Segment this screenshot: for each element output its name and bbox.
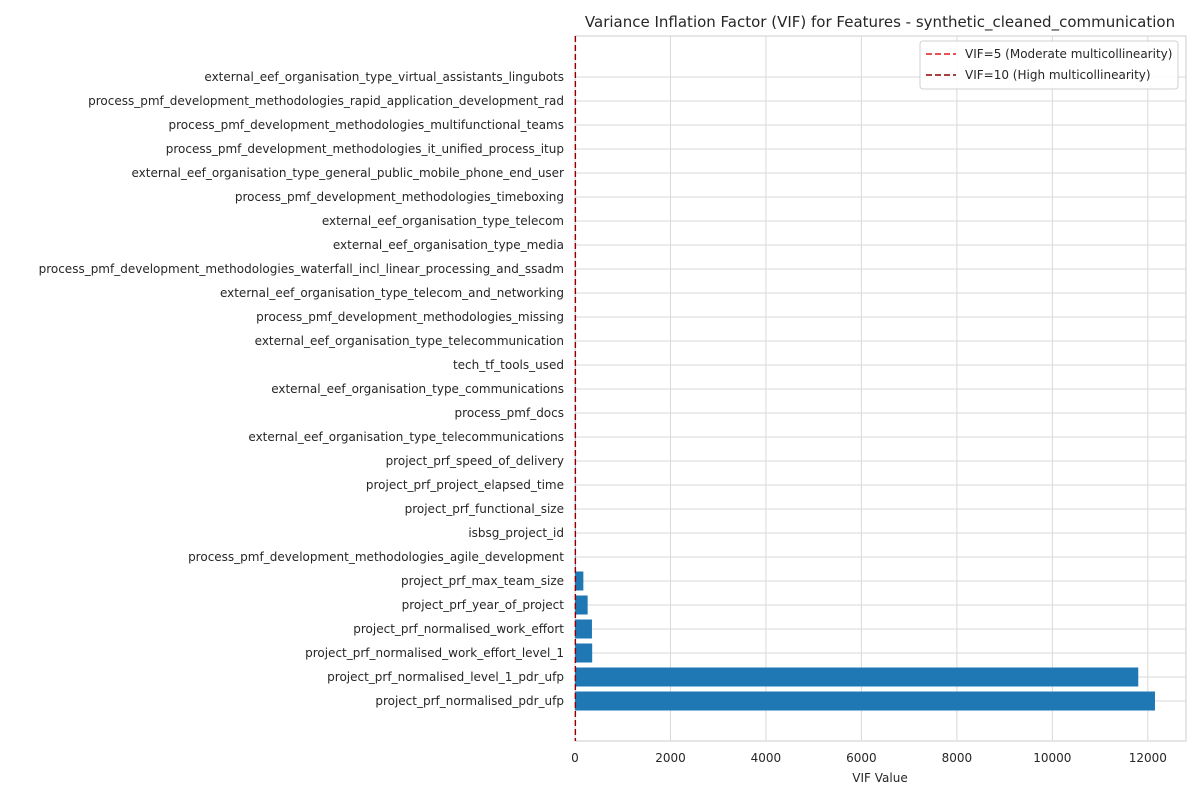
y-tick-label: project_prf_max_team_size (401, 574, 564, 588)
x-tick-labels: 0 2000 4000 6000 8000 10000 12000 (571, 751, 1167, 765)
y-tick-label: project_prf_normalised_pdr_ufp (375, 694, 564, 708)
vif-bar (575, 571, 584, 591)
x-tick-label: 10000 (1033, 751, 1071, 765)
vif-bar (575, 643, 593, 663)
y-tick-label: process_pmf_development_methodologies_wa… (39, 262, 564, 276)
vif-bar (575, 547, 576, 567)
y-tick-label: project_prf_normalised_work_effort (353, 622, 564, 636)
x-tick-label: 0 (571, 751, 579, 765)
chart-title: Variance Inflation Factor (VIF) for Feat… (585, 13, 1175, 32)
vif-bar (575, 619, 592, 639)
y-tick-label: process_pmf_development_methodologies_ag… (188, 550, 564, 564)
bars (575, 67, 1155, 711)
y-tick-label: project_prf_normalised_level_1_pdr_ufp (327, 670, 564, 684)
x-tick-label: 12000 (1129, 751, 1167, 765)
x-tick-label: 8000 (942, 751, 973, 765)
y-tick-label: project_prf_speed_of_delivery (386, 454, 564, 468)
y-tick-label: process_pmf_docs (455, 406, 564, 420)
y-tick-label: external_eef_organisation_type_virtual_a… (204, 70, 564, 84)
x-axis-label: VIF Value (852, 771, 907, 785)
y-tick-label: process_pmf_development_methodologies_mu… (168, 118, 564, 132)
vif-bar (575, 691, 1155, 711)
legend-label-high: VIF=10 (High multicollinearity) (965, 68, 1151, 82)
x-tick-label: 4000 (751, 751, 782, 765)
y-tick-label: process_pmf_development_methodologies_mi… (256, 310, 564, 324)
y-tick-label: process_pmf_development_methodologies_ti… (235, 190, 564, 204)
x-tick-label: 6000 (846, 751, 877, 765)
y-tick-labels: project_prf_normalised_pdr_ufp project_pr… (39, 70, 565, 708)
legend-box (919, 40, 1179, 90)
y-tick-label: project_prf_functional_size (405, 502, 564, 516)
legend-label-moderate: VIF=5 (Moderate multicollinearity) (965, 47, 1172, 61)
y-tick-label: external_eef_organisation_type_communica… (271, 382, 564, 396)
vif-bar (575, 595, 588, 615)
y-tick-label: project_prf_project_elapsed_time (366, 478, 564, 492)
y-tick-label: tech_tf_tools_used (453, 358, 564, 372)
y-tick-label: external_eef_organisation_type_media (333, 238, 564, 252)
y-tick-label: project_prf_normalised_work_effort_level… (305, 646, 564, 660)
y-tick-label: external_eef_organisation_type_general_p… (132, 166, 565, 180)
vif-bar (575, 667, 1139, 687)
y-tick-label: external_eef_organisation_type_telecom (322, 214, 564, 228)
y-tick-label: isbsg_project_id (468, 526, 564, 540)
x-tick-label: 2000 (655, 751, 686, 765)
y-tick-label: external_eef_organisation_type_telecommu… (255, 334, 564, 348)
y-tick-label: project_prf_year_of_project (402, 598, 565, 612)
legend: VIF=5 (Moderate multicollinearity) VIF=1… (919, 40, 1179, 90)
y-tick-label: process_pmf_development_methodologies_it… (166, 142, 564, 156)
y-tick-label: process_pmf_development_methodologies_ra… (88, 94, 564, 108)
y-tick-label: external_eef_organisation_type_telecom_a… (220, 286, 564, 300)
y-tick-label: external_eef_organisation_type_telecommu… (248, 430, 564, 444)
